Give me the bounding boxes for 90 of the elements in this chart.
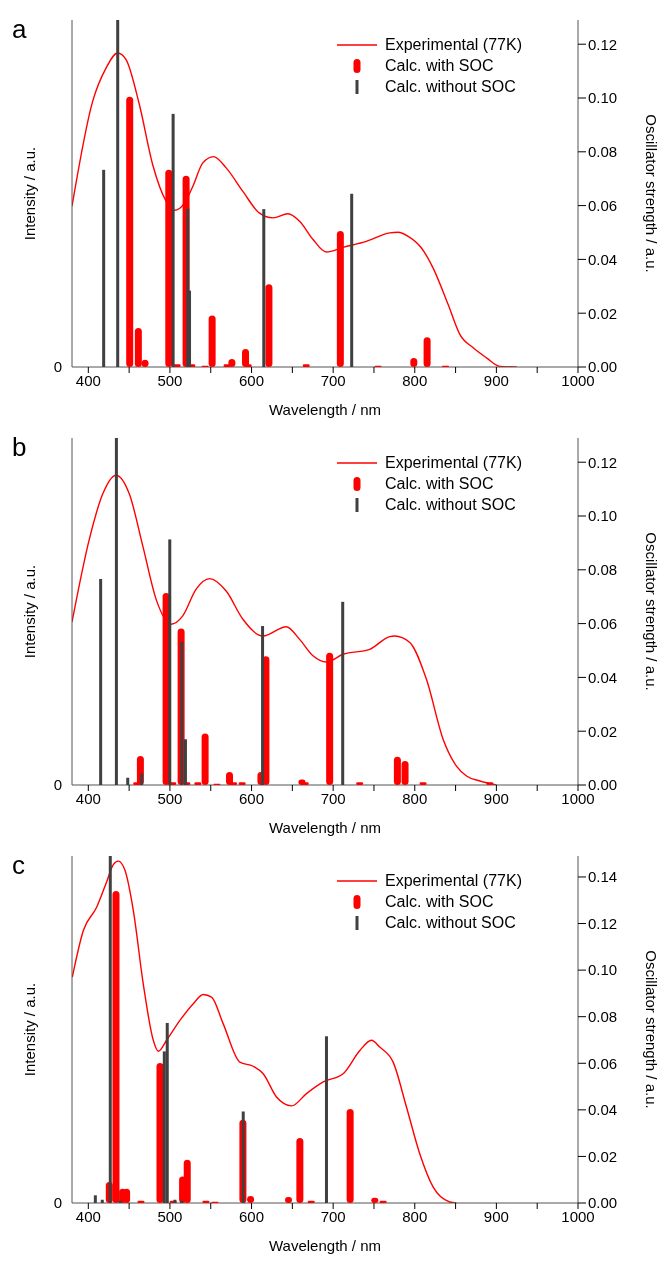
legend-label: Calc. without SOC xyxy=(385,495,516,515)
bar xyxy=(265,284,273,367)
bar xyxy=(350,193,354,367)
x-tick-label: 500 xyxy=(157,789,183,807)
bar xyxy=(114,438,118,785)
bar xyxy=(341,601,345,785)
bar xyxy=(99,578,103,785)
x-tick-label: 600 xyxy=(239,1207,265,1225)
legend-label: Calc. with SOC xyxy=(385,892,494,912)
y2-tick-label: 0.12 xyxy=(588,914,618,932)
y2-tick-label: 0.12 xyxy=(588,453,618,471)
y2-tick-label: 0.08 xyxy=(588,143,618,161)
x-tick-label: 700 xyxy=(320,1207,346,1225)
y2-tick-label: 0.04 xyxy=(588,1101,618,1119)
y-axis-title: Intensity / a.u. xyxy=(21,982,39,1077)
y2-tick-label: 0.06 xyxy=(588,1054,618,1072)
chart-title: b xyxy=(12,432,27,463)
bar xyxy=(285,1196,293,1203)
bar xyxy=(171,113,175,367)
chart-title: c xyxy=(12,850,25,881)
bar xyxy=(262,209,266,367)
x-tick-label: 500 xyxy=(157,371,183,389)
bar xyxy=(183,1159,191,1203)
bar xyxy=(100,1199,104,1203)
bar xyxy=(261,626,265,785)
legend-label: Experimental (77K) xyxy=(385,871,522,891)
bar xyxy=(180,641,184,785)
x-axis-title: Wavelength / nm xyxy=(269,819,381,836)
x-tick-label: 900 xyxy=(483,789,509,807)
chart-title: a xyxy=(12,14,27,45)
legend-label: Calc. without SOC xyxy=(385,77,516,97)
y2-tick-label: 0.02 xyxy=(588,304,618,322)
x-tick-label: 800 xyxy=(402,371,428,389)
legend-label: Calc. with SOC xyxy=(385,474,494,494)
bar xyxy=(126,777,130,785)
bar xyxy=(296,1138,304,1203)
x-tick-label: 500 xyxy=(157,1207,183,1225)
bar xyxy=(346,1108,354,1203)
y2-tick-label: 0.10 xyxy=(588,961,618,979)
text: 0 xyxy=(53,358,62,376)
x-tick-label: 600 xyxy=(239,371,265,389)
legend-label: Experimental (77K) xyxy=(385,453,522,473)
bar xyxy=(165,1022,169,1203)
y2-tick-label: 0.02 xyxy=(588,1147,618,1165)
y2-axis-title: Oscillator strength / a.u. xyxy=(642,950,660,1109)
bar xyxy=(140,773,144,785)
text: 0 xyxy=(53,776,62,794)
y2-tick-label: 0.10 xyxy=(588,507,618,525)
bar xyxy=(241,1111,245,1203)
x-tick-label: 800 xyxy=(402,789,428,807)
y2-tick-label: 0.10 xyxy=(588,89,618,107)
bar xyxy=(324,1036,328,1203)
bar xyxy=(126,96,134,367)
y-axis-title: Intensity / a.u. xyxy=(21,146,39,241)
bar xyxy=(156,1063,164,1203)
bar xyxy=(423,337,431,367)
text: 0 xyxy=(53,1194,62,1212)
y2-tick-label: 0.04 xyxy=(588,668,618,686)
y2-axis-title: Oscillator strength / a.u. xyxy=(642,114,660,273)
bar xyxy=(93,1195,97,1203)
x-axis-title: Wavelength / nm xyxy=(269,1237,381,1254)
legend-label: Calc. with SOC xyxy=(385,56,494,76)
y2-axis-title: Oscillator strength / a.u. xyxy=(642,532,660,691)
y-axis-title: Intensity / a.u. xyxy=(21,564,39,659)
legend-label: Calc. without SOC xyxy=(385,913,516,933)
bar xyxy=(173,1199,177,1203)
x-tick-label: 900 xyxy=(483,371,509,389)
y2-tick-label: 0.08 xyxy=(588,1008,618,1026)
x-tick-label: 900 xyxy=(483,1207,509,1225)
y2-tick-label: 0.14 xyxy=(588,868,618,886)
y2-tick-label: 0.12 xyxy=(588,35,618,53)
x-tick-label: 800 xyxy=(402,1207,428,1225)
x-tick-label: 700 xyxy=(320,371,346,389)
bar xyxy=(123,1188,131,1203)
x-tick-label: 400 xyxy=(75,1207,101,1225)
x-axis-title: Wavelength / nm xyxy=(269,401,381,418)
x-tick-label: 400 xyxy=(75,371,101,389)
x-tick-label: 600 xyxy=(239,789,265,807)
y2-tick-label: 0.04 xyxy=(588,250,618,268)
y2-tick-label: 0.08 xyxy=(588,561,618,579)
bar xyxy=(168,539,172,785)
bar xyxy=(102,169,106,367)
y2-tick-label: 0.02 xyxy=(588,722,618,740)
x-tick-label: 400 xyxy=(75,789,101,807)
x-tick-label: 700 xyxy=(320,789,346,807)
bar xyxy=(108,856,112,1203)
bar xyxy=(116,20,120,367)
y2-tick-label: 0.06 xyxy=(588,614,618,632)
legend-label: Experimental (77K) xyxy=(385,35,522,55)
y2-tick-label: 0.06 xyxy=(588,196,618,214)
